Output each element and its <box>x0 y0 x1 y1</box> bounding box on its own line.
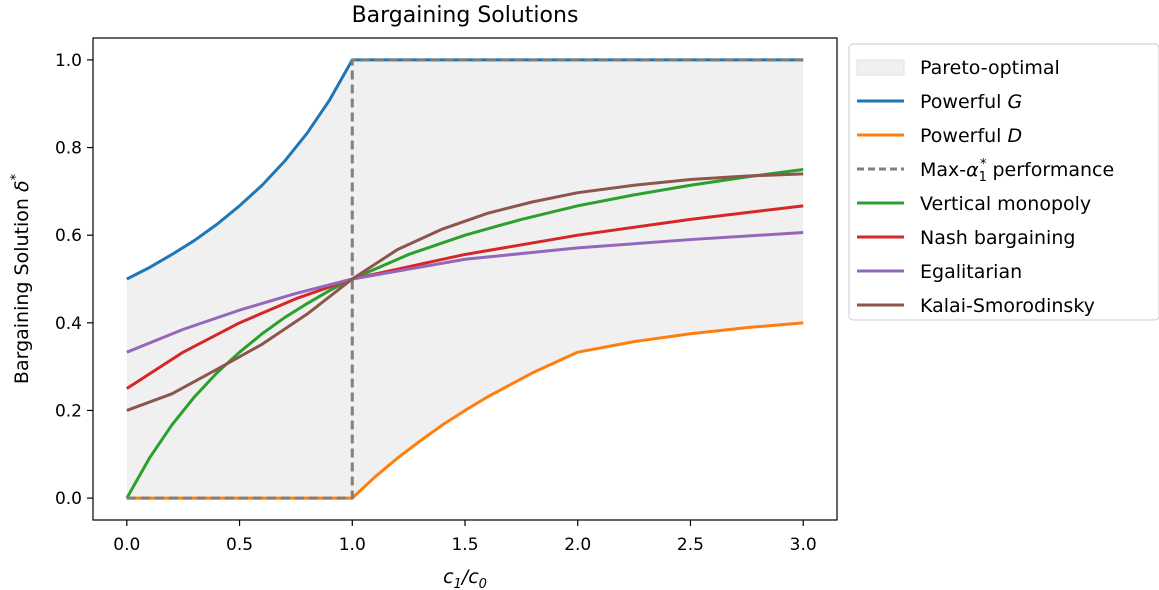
x-axis-label: c1/c0 <box>443 566 487 590</box>
legend-label-powerful-g: Powerful G <box>920 91 1022 113</box>
x-tick-label: 2.0 <box>564 535 591 555</box>
legend-label-kalai-smorodinsky: Kalai-Smorodinsky <box>920 295 1095 317</box>
series-line-max-performance <box>126 58 804 500</box>
pareto-optimal-region <box>126 59 804 499</box>
x-tick-label: 0.0 <box>113 535 140 555</box>
y-tick-label: 1.0 <box>55 51 82 71</box>
x-tick-label: 1.0 <box>339 535 366 555</box>
x-tick-label: 1.5 <box>451 535 478 555</box>
series-line-powerful-g <box>126 58 804 281</box>
y-tick-label: 0.0 <box>55 489 82 509</box>
legend-label-vertical-monopoly: Vertical monopoly <box>920 193 1091 215</box>
x-tick-label: 0.5 <box>226 535 253 555</box>
legend-label-powerful-d: Powerful D <box>920 125 1022 147</box>
legend: Pareto-optimal Powerful G Powerful D Max-α1… <box>848 43 1159 321</box>
series-line-kalai-smorodinsky <box>126 172 804 412</box>
x-tick-label: 3.0 <box>790 535 817 555</box>
x-tick-label: 2.5 <box>677 535 704 555</box>
series-layer <box>125 58 804 500</box>
y-tick-label: 0.6 <box>55 226 82 246</box>
series-line-powerful-d <box>126 321 804 500</box>
legend-label-max-performance: Max-α1* performance <box>920 157 1114 185</box>
legend-label-nash-bargaining: Nash bargaining <box>920 227 1075 249</box>
legend-label-egalitarian: Egalitarian <box>920 261 1022 283</box>
y-axis: 0.0 0.2 0.4 0.6 0.8 1.0 <box>55 51 93 509</box>
y-tick-label: 0.8 <box>55 139 82 159</box>
legend-frame <box>848 43 1159 321</box>
plot-area <box>92 37 838 521</box>
legend-swatch-pareto-optimal <box>856 59 905 76</box>
x-axis: 0.0 0.5 1.0 1.5 2.0 2.5 3.0 <box>113 520 817 555</box>
series-line-vertical-monopoly <box>125 167 804 499</box>
legend-label-pareto-optimal: Pareto-optimal <box>920 57 1060 79</box>
y-tick-label: 0.4 <box>55 314 82 334</box>
y-axis-label: Bargaining Solution δ* <box>9 173 33 384</box>
y-tick-label: 0.2 <box>55 401 82 421</box>
chart-title: Bargaining Solutions <box>352 3 579 28</box>
